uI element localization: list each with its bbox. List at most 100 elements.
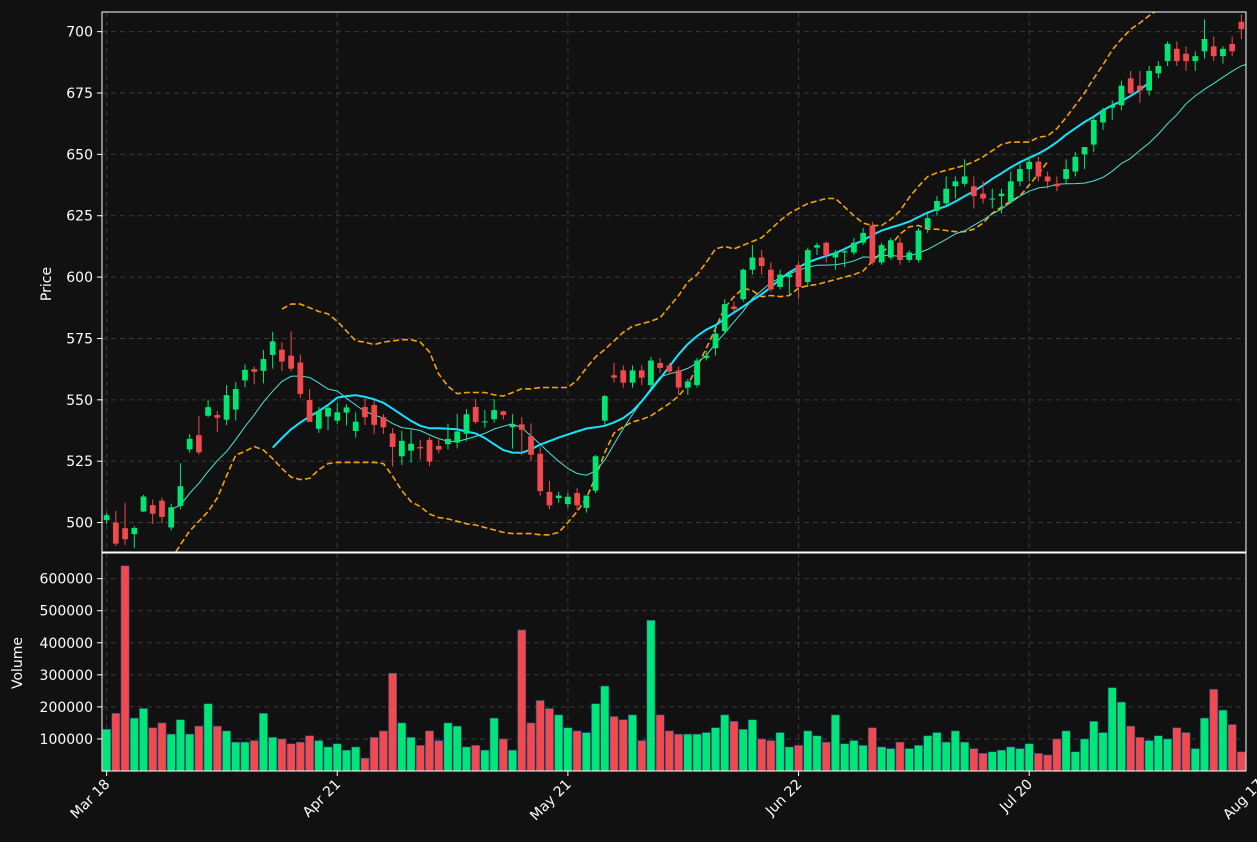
volume-bar xyxy=(803,730,813,772)
candle-body xyxy=(288,355,294,369)
candle xyxy=(878,242,885,265)
volume-bar xyxy=(960,741,970,772)
candle-body xyxy=(1017,169,1023,182)
volume-tick-label: 300000 xyxy=(40,668,93,684)
candle xyxy=(1063,159,1069,184)
candle-body xyxy=(998,193,1005,197)
candle xyxy=(555,491,562,503)
candle-body xyxy=(232,389,239,410)
candle-body xyxy=(537,453,544,492)
volume-bar xyxy=(369,737,379,772)
volume-bar xyxy=(535,700,545,772)
candle xyxy=(758,250,765,275)
candle-body xyxy=(648,360,654,386)
candle xyxy=(223,385,230,426)
candle-body xyxy=(657,363,664,368)
volume-bar xyxy=(1209,688,1219,772)
candle xyxy=(703,350,710,361)
candle xyxy=(777,269,783,290)
candle-body xyxy=(768,269,774,290)
volume-bar xyxy=(784,746,794,772)
candle-body xyxy=(380,417,387,428)
candle-body xyxy=(528,436,534,455)
candle xyxy=(306,389,313,422)
candle xyxy=(712,326,719,356)
candle-body xyxy=(620,370,627,383)
volume-bar xyxy=(489,717,499,772)
volume-bar xyxy=(1200,717,1209,772)
candle xyxy=(352,412,359,438)
candle xyxy=(851,237,857,255)
volume-bar xyxy=(932,732,942,772)
candle-body xyxy=(943,188,950,204)
volume-bar xyxy=(997,749,1006,772)
candle-body xyxy=(306,400,313,422)
candle xyxy=(924,213,931,233)
candle xyxy=(528,423,534,462)
candle xyxy=(934,196,940,216)
candle-body xyxy=(518,424,525,430)
candle-body xyxy=(934,201,940,211)
volume-bar xyxy=(425,730,434,772)
volume-bar xyxy=(692,733,702,772)
candle xyxy=(509,414,516,449)
volume-bar xyxy=(332,743,342,772)
volume-bar xyxy=(904,748,914,772)
candle xyxy=(574,488,580,511)
volume-bar xyxy=(222,730,231,772)
candle-body xyxy=(1220,48,1226,57)
candle xyxy=(832,250,839,270)
candle xyxy=(1109,100,1116,120)
volume-bar xyxy=(203,703,213,772)
candle xyxy=(1210,36,1217,62)
volume-bar xyxy=(462,746,471,772)
volume-bar xyxy=(1034,753,1043,772)
candle-body xyxy=(343,407,350,413)
candle-body xyxy=(371,404,378,425)
candle xyxy=(1220,46,1226,64)
volume-bar xyxy=(831,714,840,772)
volume-bar xyxy=(683,733,693,772)
candle xyxy=(601,394,608,427)
candle-body xyxy=(740,269,747,300)
candle-body xyxy=(832,252,839,258)
candle xyxy=(500,410,507,420)
volume-axis-label: Volume xyxy=(10,637,26,689)
candle-body xyxy=(389,433,396,447)
volume-bar xyxy=(102,729,112,772)
volume-bar xyxy=(895,741,905,772)
volume-bar xyxy=(1126,725,1136,772)
candle xyxy=(952,176,959,199)
candle-body xyxy=(1035,161,1042,177)
candle-body xyxy=(1164,43,1171,62)
volume-bar xyxy=(646,620,656,772)
candle xyxy=(537,446,544,496)
candle xyxy=(887,237,894,260)
volume-tick-label: 200000 xyxy=(40,700,93,716)
candle-body xyxy=(1054,183,1060,187)
candle-body xyxy=(140,496,147,512)
volume-bar xyxy=(664,730,674,772)
candle-body xyxy=(1155,66,1162,74)
candle xyxy=(611,363,617,383)
price-tick-label: 625 xyxy=(66,209,93,225)
candle xyxy=(389,428,396,467)
candle xyxy=(657,358,664,373)
candle xyxy=(371,399,378,435)
candle xyxy=(518,417,525,456)
candle-body xyxy=(906,252,913,260)
volume-bar xyxy=(378,730,388,772)
volume-bar xyxy=(388,672,398,772)
volume-bar xyxy=(452,725,462,772)
candle xyxy=(629,365,636,388)
volume-bar xyxy=(185,733,195,772)
candle xyxy=(860,228,866,246)
candle-body xyxy=(223,395,230,420)
volume-bar xyxy=(305,735,314,772)
candle-body xyxy=(851,242,857,253)
candle xyxy=(740,268,747,302)
candle xyxy=(445,423,451,450)
price-panel-frame xyxy=(101,11,1247,553)
candle xyxy=(1017,164,1023,187)
candle-body xyxy=(1090,120,1097,145)
